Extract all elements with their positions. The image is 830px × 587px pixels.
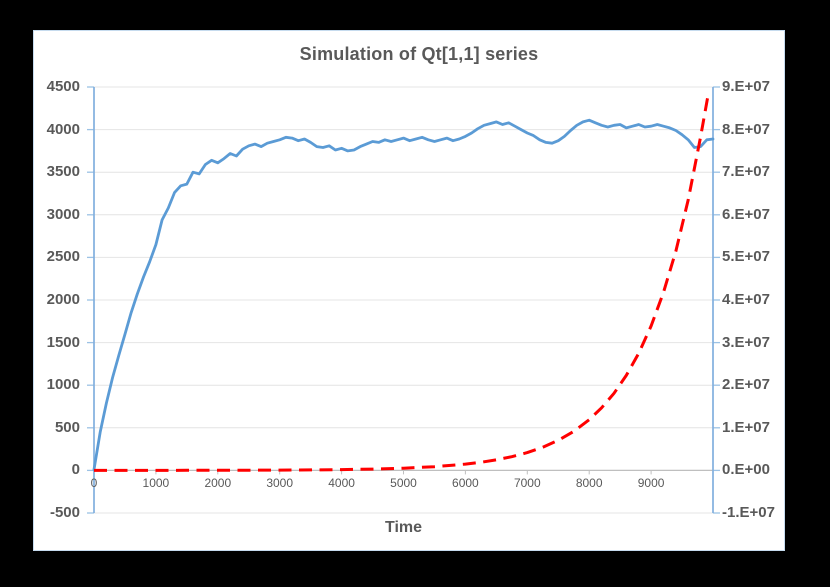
y-left-tick-label: 1500 xyxy=(46,333,80,351)
x-tick-label: 3000 xyxy=(266,476,294,490)
y-right-tick-label: 4.E+07 xyxy=(722,291,770,308)
chart-canvas: Simulation of Qt[1,1] series Time 4500 9.… xyxy=(33,30,785,551)
x-tick-label: 0 xyxy=(90,476,98,490)
y-right-tick-label: 7.E+07 xyxy=(722,163,770,181)
y-left-tick-label: -500 xyxy=(49,504,80,521)
y-left-tick-label: 1000 xyxy=(46,376,80,394)
x-tick-label: 6000 xyxy=(452,476,479,490)
y-right-tick-label: 9.E+07 xyxy=(722,78,770,95)
y-right-tick-label: 1.E+07 xyxy=(722,418,770,436)
y-right-tick-label: 0.E+00 xyxy=(722,461,770,479)
x-tick-label: 5000 xyxy=(390,476,417,490)
plot-svg xyxy=(87,86,720,514)
y-right-tick-label: 6.E+07 xyxy=(722,205,770,223)
y-left-tick-label: 0 xyxy=(71,461,80,479)
y-left-tick-label: 4000 xyxy=(46,120,80,138)
y-left-tick-label: 2500 xyxy=(46,248,80,266)
blue-series-line xyxy=(92,118,715,471)
y-left-tick-label: 4500 xyxy=(46,78,80,95)
y-right-tick-label: 5.E+07 xyxy=(722,248,770,266)
x-tick-label: 9000 xyxy=(637,476,665,490)
y-right-tick-label: 2.E+07 xyxy=(722,376,770,394)
x-tick-label: 8000 xyxy=(575,476,603,490)
y-left-tick-label: 500 xyxy=(54,418,80,436)
y-left-tick-label: 2000 xyxy=(46,291,80,308)
y-right-tick-label: 8.E+07 xyxy=(722,120,770,138)
x-tick-label: 2000 xyxy=(204,476,232,490)
y-right-tick-label: -1.E+07 xyxy=(722,504,775,521)
y-left-tick-label: 3500 xyxy=(46,163,80,181)
y-left-tick-label: 3000 xyxy=(46,205,80,223)
chart-title: Simulation of Qt[1,1] series xyxy=(299,44,539,64)
x-tick-label: 7000 xyxy=(513,476,541,490)
red-dashed-series-line xyxy=(94,95,710,472)
y-right-tick-label: 3.E+07 xyxy=(722,333,770,351)
x-tick-label: 4000 xyxy=(328,476,355,490)
x-axis-title: Time xyxy=(384,519,423,536)
x-tick-label: 1000 xyxy=(142,476,170,490)
